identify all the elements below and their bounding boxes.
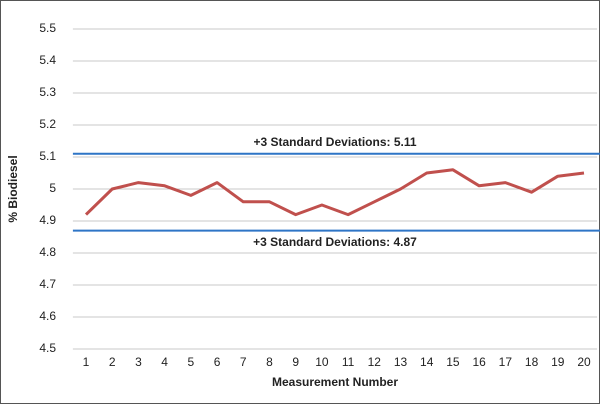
x-tick-label: 14 — [420, 355, 434, 369]
x-tick-label: 19 — [551, 355, 565, 369]
y-tick-label: 5.3 — [39, 85, 56, 99]
x-tick-label: 1 — [83, 355, 90, 369]
y-tick-label: 4.8 — [39, 245, 56, 259]
y-tick-label: 5.2 — [39, 117, 56, 131]
x-tick-label: 17 — [499, 355, 513, 369]
x-tick-label: 16 — [472, 355, 486, 369]
x-tick-label: 13 — [394, 355, 408, 369]
x-tick-label: 18 — [525, 355, 539, 369]
y-axis-label: % Biodiesel — [6, 155, 20, 222]
x-tick-label: 4 — [161, 355, 168, 369]
x-tick-label: 10 — [315, 355, 329, 369]
data-line — [84, 168, 585, 217]
y-tick-label: 5.5 — [39, 21, 56, 35]
x-tick-label: 2 — [109, 355, 116, 369]
y-tick-label: 5.4 — [39, 53, 56, 67]
x-tick-label: 20 — [577, 355, 591, 369]
x-tick-label: 6 — [214, 355, 221, 369]
reference-label: +3 Standard Deviations: 4.87 — [253, 235, 417, 249]
x-tick-label: 5 — [188, 355, 195, 369]
x-tick-label: 12 — [368, 355, 382, 369]
x-tick-label: 3 — [135, 355, 142, 369]
y-tick-label: 4.6 — [39, 309, 56, 323]
y-tick-label: 5.1 — [39, 149, 56, 163]
y-tick-label: 4.5 — [39, 341, 56, 355]
x-tick-label: 7 — [240, 355, 247, 369]
reference-label: +3 Standard Deviations: 5.11 — [253, 135, 416, 149]
x-tick-label: 8 — [266, 355, 273, 369]
x-axis-label: Measurement Number — [272, 375, 398, 389]
y-tick-label: 4.7 — [39, 277, 56, 291]
x-tick-label: 15 — [446, 355, 460, 369]
x-tick-label: 11 — [342, 355, 355, 369]
y-tick-label: 4.9 — [39, 213, 56, 227]
x-tick-label: 9 — [292, 355, 299, 369]
y-tick-label: 5 — [49, 181, 56, 195]
